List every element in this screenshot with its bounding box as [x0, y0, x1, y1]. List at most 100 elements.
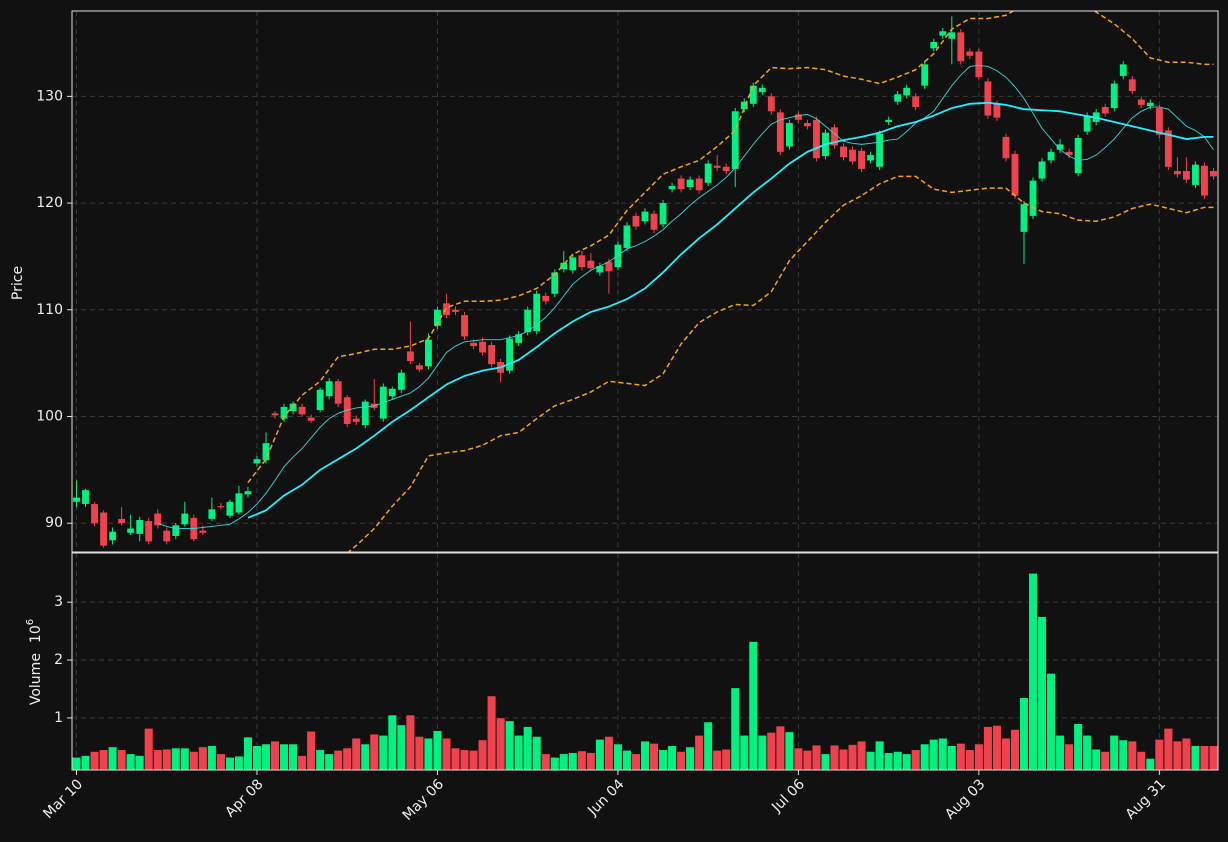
volume-bar [992, 725, 1002, 770]
candle-body [226, 501, 234, 516]
candle-body [785, 123, 793, 147]
volume-bar [667, 745, 677, 770]
volume-bar [342, 747, 352, 770]
volume-bar [1127, 740, 1137, 770]
line [247, 101, 1214, 519]
candle-body [235, 493, 243, 513]
volume-bar [902, 753, 912, 770]
volume-bar [333, 750, 343, 770]
candle-body [298, 406, 306, 415]
candle-body [1210, 171, 1217, 177]
volume-bar [279, 743, 289, 770]
candle-body [470, 342, 477, 347]
candle-body [596, 266, 604, 273]
volume-bar [956, 743, 966, 770]
volume-bar [676, 751, 686, 770]
candle-body [334, 381, 342, 404]
candle-body [307, 417, 315, 421]
candle-body [840, 146, 847, 158]
candle-body [1011, 153, 1019, 196]
candle-body [397, 372, 405, 390]
candle-body [686, 179, 694, 188]
candle-body [921, 64, 929, 86]
candle-body [659, 203, 667, 225]
candle-body [461, 315, 468, 337]
volume-bar [441, 737, 452, 770]
candle-body [1002, 136, 1010, 159]
volume-bar [631, 753, 641, 770]
volume-bar [180, 747, 190, 770]
volume-bar [829, 744, 840, 770]
candle-body [1029, 180, 1037, 216]
volume-bar [1118, 739, 1128, 770]
y-tick-label: 100 [36, 408, 63, 424]
volume-bar [468, 750, 479, 770]
candle-body [957, 32, 965, 62]
y-tick-label: 110 [36, 302, 63, 318]
volume-bar [514, 734, 524, 770]
volume-bar [838, 748, 849, 770]
candle-body [136, 519, 144, 534]
candle-body [623, 225, 631, 248]
candle-body [849, 149, 856, 162]
volume-bar [405, 714, 416, 770]
volume-bar [568, 752, 578, 770]
volume-bar [1208, 745, 1218, 770]
volume-bar [1172, 740, 1183, 770]
candle-body [361, 401, 369, 426]
volume-bar [324, 753, 334, 770]
candle-body [199, 530, 207, 533]
candle-body [352, 418, 360, 422]
candle-body [1201, 165, 1208, 196]
volume-axis-label: Volume 106 [25, 619, 44, 705]
volume-bar [893, 751, 903, 770]
y-tick-label: 3 [54, 594, 63, 610]
volume-bar [252, 745, 262, 770]
candle-body [280, 406, 288, 419]
candle-body [587, 260, 595, 269]
y-tick-label: 90 [45, 515, 63, 531]
volume-bar [586, 752, 596, 770]
volume-bar [775, 725, 785, 770]
candle-body [82, 490, 89, 504]
volume-bar [920, 743, 930, 770]
candle-body [316, 389, 324, 411]
y-tick-label: 2 [54, 652, 63, 668]
price-axis-label: Price [10, 266, 26, 300]
candle-body [118, 518, 126, 524]
volume-bar [387, 714, 397, 770]
candle-body [91, 503, 98, 524]
volume-bar [1163, 728, 1174, 770]
volume-bar [884, 752, 894, 770]
candle-body [262, 443, 270, 461]
volume-bar [712, 750, 722, 770]
volume-bar [207, 745, 217, 770]
volume-bar [685, 746, 695, 770]
candle-body [172, 525, 180, 536]
candle-body [1146, 102, 1154, 106]
volume-bar [1100, 751, 1110, 770]
volume-bar [748, 641, 758, 770]
candle-body [993, 103, 1001, 118]
candle-body [325, 381, 333, 397]
candle-body [1065, 151, 1073, 156]
volume-bar [739, 734, 749, 770]
volume-bar [649, 743, 659, 770]
candle-body [912, 96, 920, 108]
candle-body [100, 512, 108, 546]
candle-body [948, 32, 956, 39]
candle-body [515, 334, 523, 343]
volume-bar [486, 695, 497, 770]
volume-bar [1037, 616, 1047, 770]
candle-body [208, 509, 216, 519]
candle-body [479, 341, 487, 353]
volume-bar [550, 756, 560, 770]
candle-body [749, 85, 757, 104]
candle-body [145, 521, 153, 542]
volume-bar [135, 755, 145, 770]
volume-bar [216, 753, 226, 770]
candle-body [885, 119, 893, 122]
candle-body [488, 344, 496, 365]
volume-bar [369, 733, 379, 770]
